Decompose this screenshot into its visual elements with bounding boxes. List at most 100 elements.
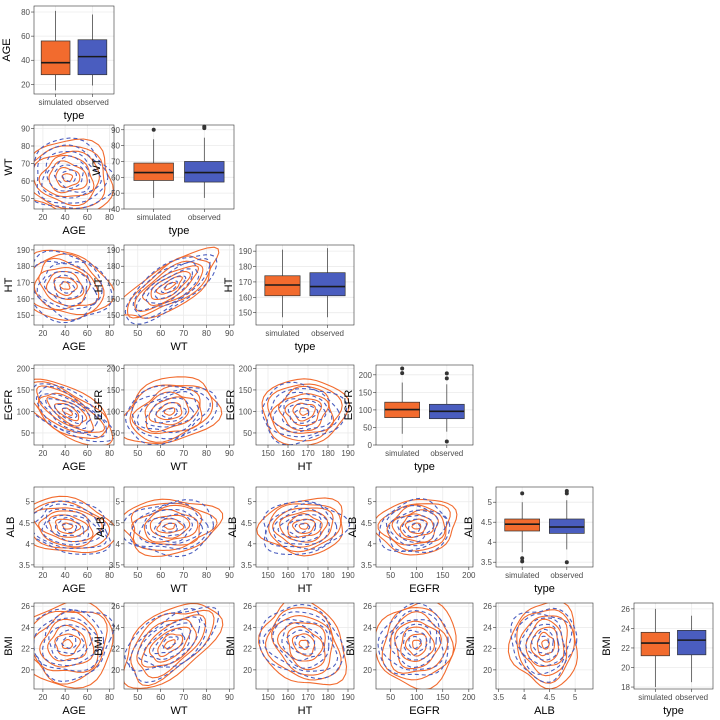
observed-contour — [53, 274, 83, 300]
y-tick-label: 22 — [111, 645, 120, 654]
observed-contour — [34, 500, 111, 555]
x-tick-label: 200 — [462, 571, 476, 580]
x-tick-label: 180 — [321, 449, 335, 458]
x-tick-label: 150 — [261, 571, 275, 580]
observed-box — [677, 615, 707, 683]
panel-border — [495, 602, 594, 690]
outlier-point — [444, 376, 449, 381]
x-tick-label: 4.5 — [544, 693, 556, 702]
y-tick-label: 60 — [21, 32, 30, 41]
y-tick-label: 20 — [21, 80, 30, 89]
observed-contour — [152, 628, 186, 655]
simulated-box — [504, 491, 541, 564]
observed-contour — [34, 609, 105, 672]
x-tick-label: 50 — [133, 693, 142, 702]
y-tick-label: 26 — [21, 602, 30, 611]
contours — [258, 603, 348, 686]
x-tick-label: 20 — [38, 213, 47, 222]
box-panel-HT: 150 160 170 180 190 simulated observed type HT — [223, 244, 355, 353]
x-category-label: observed — [675, 693, 708, 702]
observed-contour — [408, 636, 422, 650]
observed-contour — [261, 381, 348, 445]
x-tick-label: 60 — [156, 329, 165, 338]
x-axis-title: type — [414, 461, 435, 473]
x-tick-label: 200 — [462, 693, 476, 702]
x-tick-label: 40 — [61, 213, 70, 222]
x-tick-label: 160 — [281, 693, 295, 702]
simulated-contour — [261, 378, 350, 445]
simulated-contour — [271, 615, 334, 676]
observed-contour — [161, 280, 178, 294]
observed-contour — [45, 514, 90, 543]
simulated-contour — [149, 514, 191, 539]
y-tick-label: 70 — [111, 157, 120, 166]
observed-contour — [401, 518, 427, 538]
y-tick-label: 150 — [17, 311, 31, 320]
y-tick-label: 4.5 — [481, 518, 493, 527]
y-tick-label: 5 — [116, 498, 121, 507]
gridlines — [124, 603, 234, 689]
y-axis-title: ALB — [5, 517, 17, 538]
x-tick-label: 60 — [156, 693, 165, 702]
simulated-contour — [404, 518, 428, 535]
panel-border — [33, 486, 115, 568]
simulated-contour — [265, 607, 342, 681]
y-tick-label: 20 — [483, 666, 492, 675]
x-tick-label: 150 — [261, 449, 275, 458]
outlier-point — [520, 556, 525, 561]
x-tick-label: 50 — [386, 693, 395, 702]
x-tick-label: 190 — [341, 571, 355, 580]
panel-border — [633, 602, 714, 690]
contours — [34, 495, 114, 555]
observed-contour — [531, 628, 554, 655]
y-axis-title: EGFR — [343, 390, 355, 421]
y-tick-label: 4 — [116, 540, 121, 549]
observed-contour — [265, 502, 338, 550]
observed-contour — [162, 636, 179, 650]
observed-contour — [272, 508, 331, 545]
simulated-contour — [34, 603, 114, 689]
simulated-contour — [291, 518, 316, 534]
y-tick-label: 50 — [111, 189, 120, 198]
x-axis-title: HT — [298, 583, 313, 595]
simulated-contour — [276, 622, 326, 671]
simulated-contour — [48, 160, 88, 194]
simulated-contour — [155, 276, 183, 295]
simulated-contour — [412, 639, 422, 650]
x-tick-label: 20 — [38, 329, 47, 338]
observed-contour — [281, 622, 325, 661]
x-axis-title: AGE — [62, 583, 85, 595]
simulated-contour — [298, 639, 309, 651]
y-tick-label: 170 — [239, 278, 253, 287]
y-tick-label: 22 — [243, 645, 252, 654]
y-tick-label: 22 — [483, 645, 492, 654]
y-tick-label: 3.5 — [109, 561, 121, 570]
y-tick-label: 90 — [21, 125, 30, 134]
y-tick-label: 80 — [21, 142, 30, 151]
simulated-contour — [34, 381, 110, 439]
y-tick-label: 20 — [111, 666, 120, 675]
y-tick-label: 50 — [21, 195, 30, 204]
panel-EGFR-BMI: 50 100 150 200 20 22 24 26 EGFR BMI — [345, 602, 476, 717]
y-tick-label: 24 — [111, 623, 120, 632]
y-tick-label: 50 — [243, 429, 252, 438]
y-tick-label: 20 — [21, 666, 30, 675]
observed-contour — [286, 518, 317, 539]
panel-ALB-BMI-bg — [496, 603, 593, 689]
observed-contour — [43, 270, 88, 307]
x-tick-label: 190 — [341, 449, 355, 458]
simulated-box — [133, 127, 174, 198]
observed-contour — [294, 407, 310, 419]
box-iqr — [40, 40, 71, 76]
observed-contour — [385, 504, 448, 552]
observed-contour — [277, 514, 322, 542]
observed-contour — [381, 609, 444, 671]
observed-contour — [154, 517, 186, 538]
x-tick-label: 60 — [83, 571, 92, 580]
x-axis-title: EGFR — [409, 705, 440, 717]
observed-contour — [262, 611, 339, 672]
x-tick-label: 100 — [410, 571, 424, 580]
observed-contour — [129, 502, 209, 550]
simulated-contour — [284, 397, 323, 427]
